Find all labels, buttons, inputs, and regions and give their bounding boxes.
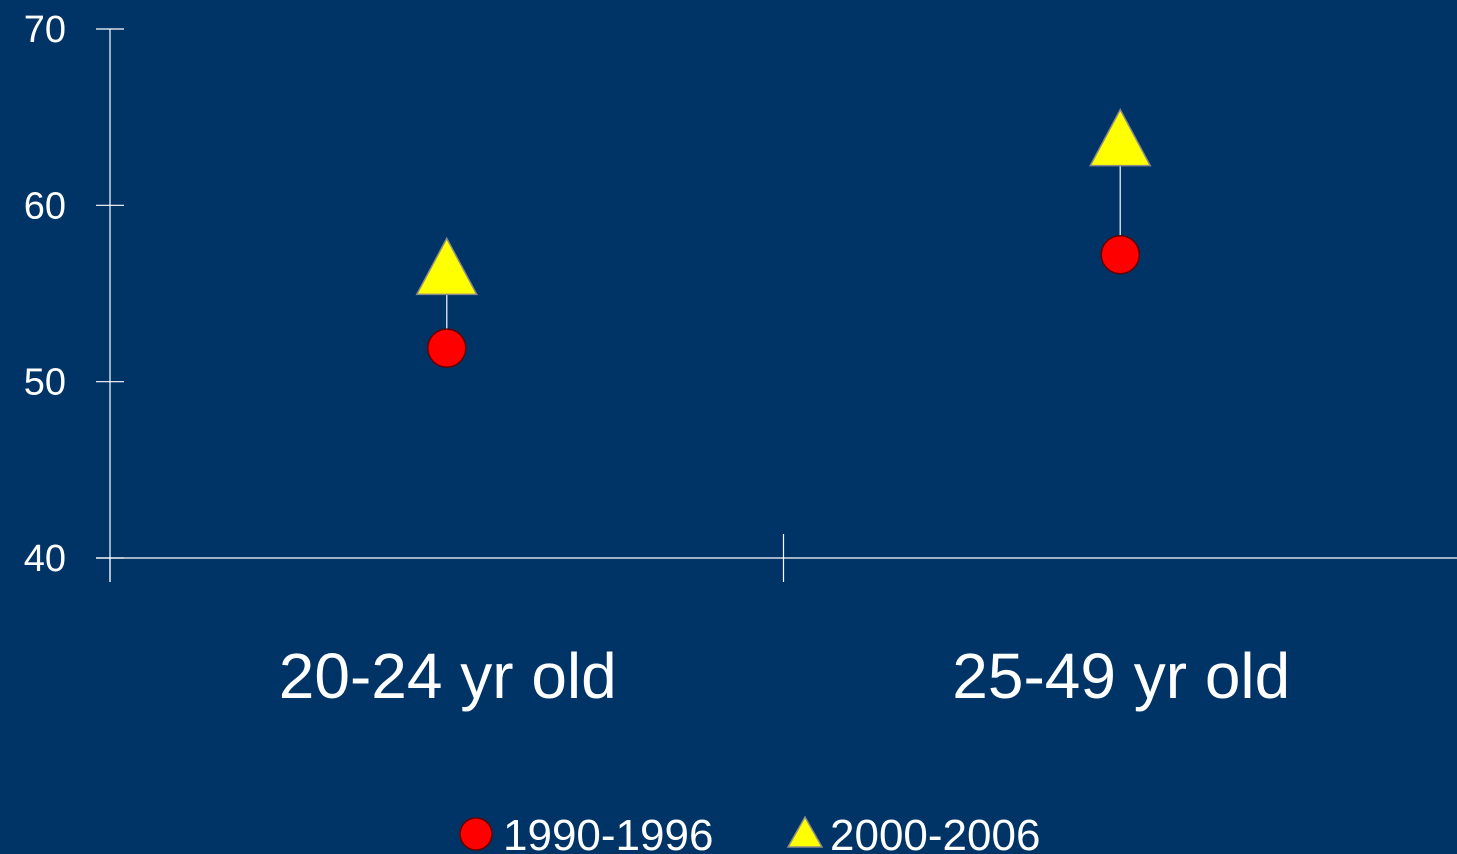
y-tick-label: 50 <box>24 362 66 404</box>
category-label: 25-49 yr old <box>952 640 1290 712</box>
y-tick-label: 40 <box>24 538 66 580</box>
legend: 1990-1996 2000-2006 <box>459 811 1040 854</box>
legend-label: 1990-1996 <box>503 811 713 854</box>
y-tick-label: 70 <box>24 9 66 51</box>
x-axis-categories: 20-24 yr old 25-49 yr old <box>279 640 1290 712</box>
data-point-triangle <box>1088 108 1152 167</box>
legend-label: 2000-2006 <box>830 811 1040 854</box>
legend-triangle-icon <box>786 815 824 848</box>
legend-circle-icon <box>459 817 493 851</box>
connector-lines <box>446 143 1121 349</box>
data-point-circle <box>1100 234 1140 275</box>
legend-item: 1990-1996 <box>459 811 713 854</box>
data-point-circle <box>427 328 467 368</box>
y-axis-ticks: 40 50 60 70 <box>24 9 124 580</box>
y-tick-label: 60 <box>24 185 66 227</box>
legend-item: 2000-2006 <box>786 811 1040 854</box>
category-label: 20-24 yr old <box>279 640 617 712</box>
data-point-triangle <box>415 236 479 296</box>
data-markers <box>415 108 1152 368</box>
axes <box>96 29 1457 582</box>
